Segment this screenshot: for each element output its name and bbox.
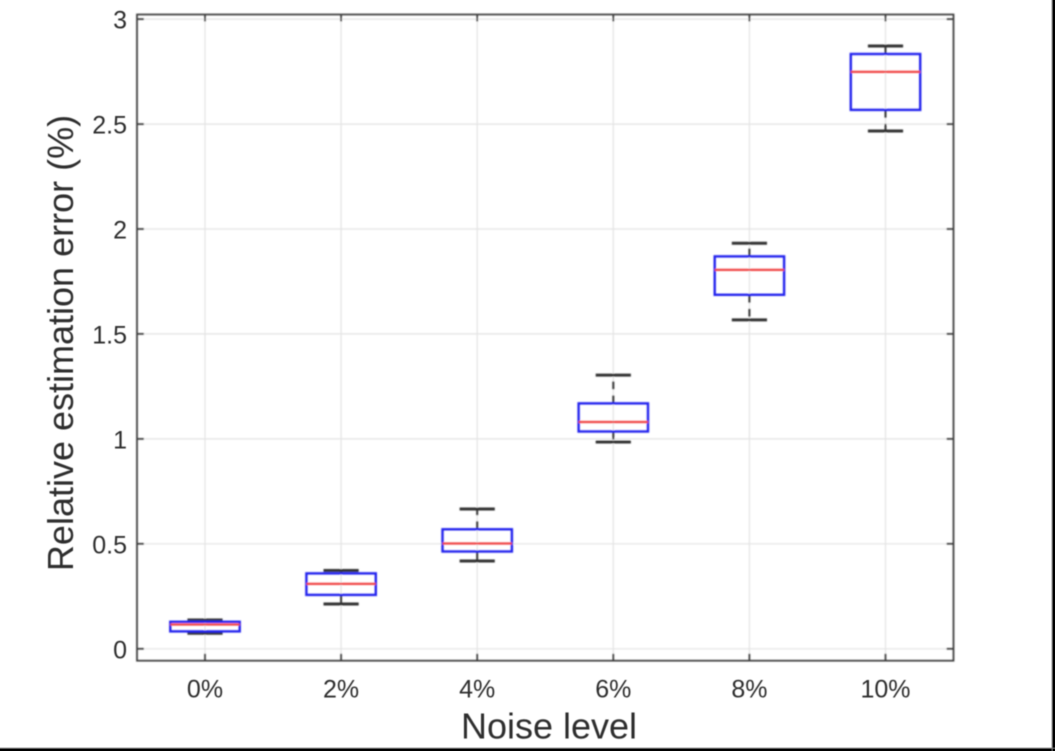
- svg-text:Relative estimation error (%): Relative estimation error (%): [40, 115, 81, 571]
- svg-text:1.5: 1.5: [92, 321, 127, 349]
- svg-text:Noise level: Noise level: [461, 706, 637, 747]
- svg-text:2: 2: [113, 217, 127, 245]
- svg-text:0: 0: [113, 636, 127, 664]
- svg-text:8%: 8%: [731, 676, 767, 704]
- svg-text:0.5: 0.5: [92, 531, 127, 559]
- svg-text:0%: 0%: [187, 676, 223, 704]
- svg-text:1: 1: [113, 426, 127, 454]
- svg-text:6%: 6%: [595, 676, 631, 704]
- svg-text:2.5: 2.5: [92, 112, 127, 140]
- svg-text:4%: 4%: [459, 676, 495, 704]
- svg-text:3: 3: [113, 7, 127, 35]
- svg-text:2%: 2%: [323, 676, 359, 704]
- svg-text:10%: 10%: [860, 676, 910, 704]
